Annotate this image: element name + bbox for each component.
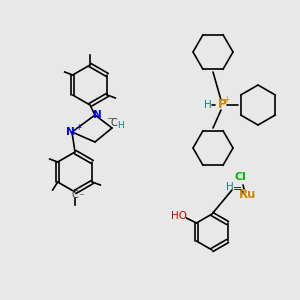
Text: =: = (232, 184, 242, 194)
Text: +: + (75, 122, 81, 131)
Text: Ru: Ru (239, 188, 257, 202)
Text: −: − (106, 115, 113, 124)
Text: P: P (218, 98, 226, 112)
Text: −: − (78, 192, 84, 198)
Text: N: N (93, 110, 101, 120)
Text: +: + (223, 95, 229, 104)
Text: H: H (118, 122, 124, 130)
Text: HO: HO (171, 211, 188, 221)
Text: H: H (226, 182, 234, 192)
Text: Cl: Cl (234, 172, 246, 182)
Text: C: C (72, 190, 78, 200)
Text: H: H (204, 100, 212, 110)
Text: N: N (66, 127, 74, 137)
Text: C: C (111, 118, 117, 128)
